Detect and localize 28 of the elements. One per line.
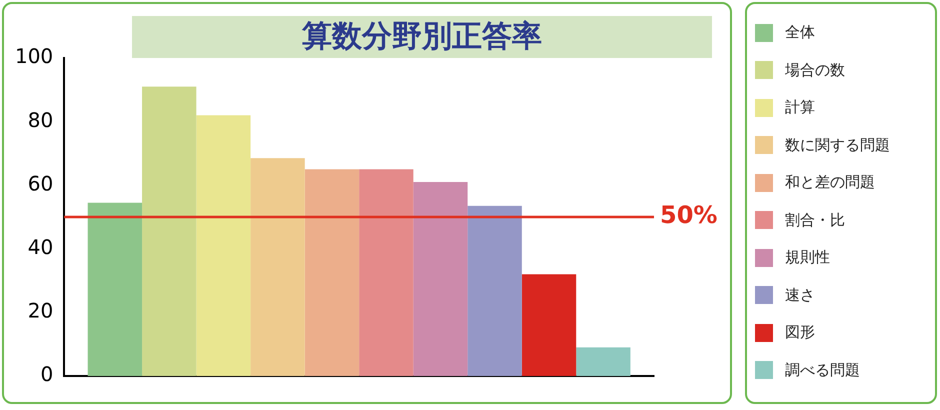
legend-label: 速さ [785,286,815,305]
bar [142,86,196,376]
bar [413,182,468,376]
legend-label: 全体 [785,23,815,42]
legend-label: 規則性 [785,248,830,268]
legend-label: 調べる問題 [785,360,860,380]
bar [468,206,522,376]
bar [250,158,305,376]
bar [522,274,576,376]
legend-label: 図形 [785,323,815,342]
bar [576,347,630,376]
bar [359,169,414,376]
bar [88,202,142,376]
legend-label: 計算 [785,98,815,118]
y-tick-label: 80 [28,108,54,132]
bar [304,169,360,376]
y-tick-label: 0 [40,362,54,386]
y-tick-label: 20 [28,298,54,323]
y-tick-label: 40 [28,235,54,260]
chart-title: 算数分野別正答率 [132,16,712,58]
legend-label: 割合・比 [785,210,845,230]
ref-line-label: 50% [660,201,718,230]
legend-label: 数に関する問題 [785,136,890,155]
legend-label: 和と差の問題 [785,173,875,192]
bar [196,115,251,376]
legend-label: 場合の数 [785,60,845,80]
y-tick-label: 100 [14,44,54,68]
y-tick-label: 60 [28,171,54,196]
